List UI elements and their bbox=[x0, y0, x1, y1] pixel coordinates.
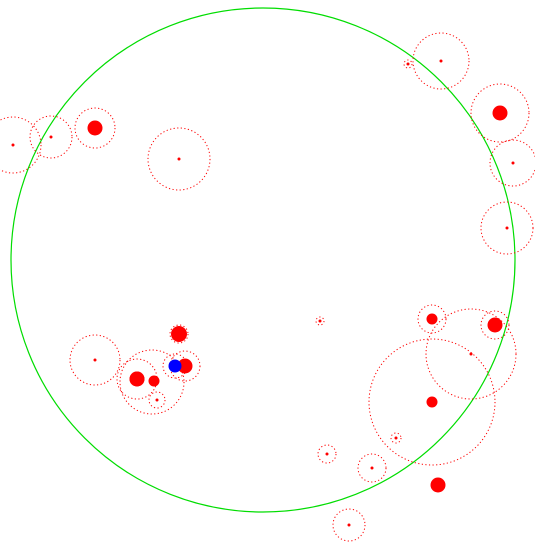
food-pellet bbox=[93, 358, 97, 362]
range-ring bbox=[315, 316, 325, 326]
enemy-cell bbox=[426, 396, 438, 408]
range-ring bbox=[317, 444, 337, 464]
food-pellet bbox=[325, 452, 329, 456]
range-ring bbox=[74, 107, 116, 149]
food-pellet bbox=[394, 436, 398, 440]
food-pellet bbox=[439, 59, 443, 63]
range-ring bbox=[412, 32, 470, 90]
food-pellet bbox=[406, 62, 410, 66]
range-ring bbox=[147, 127, 211, 191]
food-pellet bbox=[150, 380, 154, 384]
range-ring bbox=[148, 391, 166, 409]
range-ring bbox=[29, 115, 73, 159]
food-pellet bbox=[11, 143, 15, 147]
enemy-cell bbox=[426, 313, 438, 325]
food-pellet bbox=[370, 466, 374, 470]
enemy-cell bbox=[487, 317, 503, 333]
player-cell[interactable] bbox=[168, 359, 182, 373]
range-ring bbox=[480, 201, 534, 255]
enemy-cell bbox=[430, 477, 446, 493]
entity-layer bbox=[11, 59, 515, 527]
food-pellet bbox=[318, 319, 322, 323]
food-pellet bbox=[469, 352, 473, 356]
food-pellet bbox=[347, 523, 351, 527]
food-pellet bbox=[505, 226, 509, 230]
enemy-cell bbox=[171, 326, 187, 342]
range-ring bbox=[169, 324, 189, 344]
enemy-cell bbox=[87, 120, 103, 136]
sensor-rings bbox=[0, 32, 535, 542]
enemy-cell bbox=[129, 371, 145, 387]
range-ring bbox=[368, 338, 496, 466]
range-ring bbox=[119, 349, 185, 415]
range-ring bbox=[425, 308, 517, 400]
range-ring bbox=[69, 334, 121, 386]
range-ring bbox=[480, 310, 510, 340]
range-ring bbox=[332, 508, 366, 542]
food-pellet bbox=[511, 161, 515, 165]
range-ring bbox=[390, 432, 402, 444]
enemy-cell bbox=[492, 105, 508, 121]
range-ring bbox=[0, 116, 42, 174]
range-ring bbox=[470, 83, 530, 143]
range-ring bbox=[417, 304, 447, 334]
enemy-cell bbox=[148, 375, 160, 387]
arena-boundary bbox=[10, 7, 516, 513]
enemy-cell bbox=[177, 358, 193, 374]
range-ring bbox=[403, 59, 413, 69]
food-pellet bbox=[177, 157, 181, 161]
food-pellet bbox=[49, 135, 53, 139]
range-ring bbox=[357, 453, 387, 483]
food-pellet bbox=[155, 398, 159, 402]
